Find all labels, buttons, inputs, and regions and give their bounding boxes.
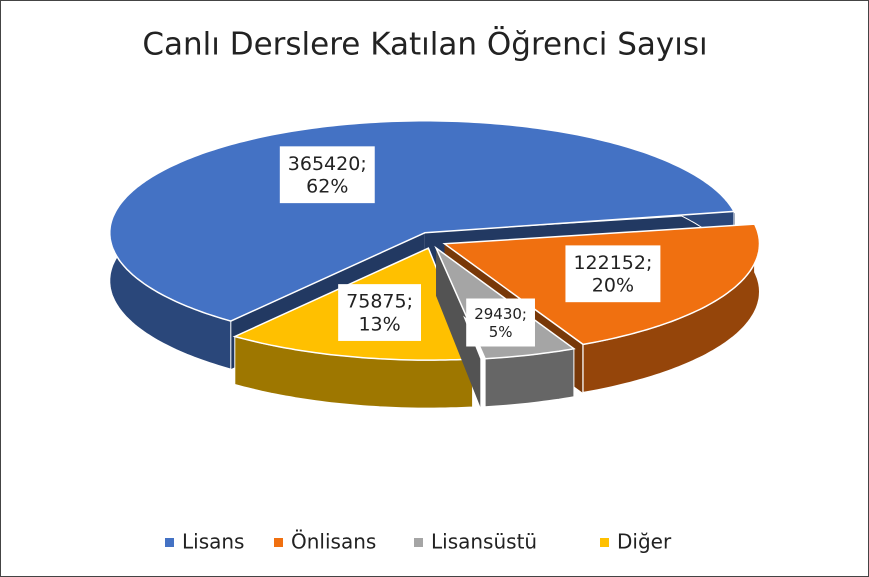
chart-title: Canlı Derslere Katılan Öğrenci Sayısı (142, 26, 707, 63)
data-label-box (338, 284, 422, 341)
legend-label: Önlisans (291, 530, 376, 554)
data-label-box (466, 298, 535, 347)
legend-label: Diğer (617, 530, 672, 554)
data-label: 29430; 5% (474, 305, 527, 341)
legend-label: Lisansüstü (431, 530, 537, 554)
legend-swatch (274, 538, 283, 547)
legend-label: Lisans (182, 530, 244, 554)
legend-swatch (414, 538, 423, 547)
data-label-box (565, 245, 661, 303)
legend-swatch (165, 538, 174, 547)
data-label-box (279, 146, 375, 204)
data-label: 365420; 62% (288, 152, 367, 197)
slice-side-face (436, 248, 481, 407)
legend-swatch (600, 538, 609, 547)
data-label: 75875; 13% (346, 290, 413, 335)
data-label: 122152; 20% (573, 251, 652, 296)
slice-top (109, 120, 736, 322)
